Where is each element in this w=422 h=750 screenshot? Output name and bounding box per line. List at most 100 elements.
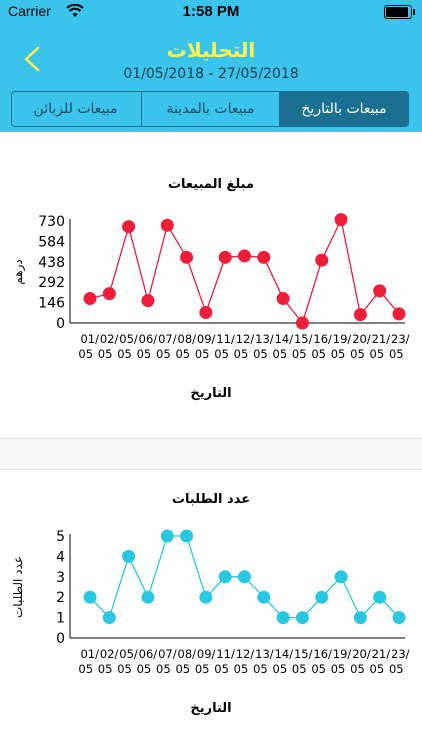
x-tick-label: 05 (137, 347, 152, 361)
y-axis-label: درهم (11, 259, 26, 284)
tab-sales-by-date[interactable]: مبيعات بالتاريخ (280, 92, 408, 126)
data-point (315, 590, 329, 604)
x-tick-label: 01/ (80, 332, 99, 346)
status-bar: Carrier 1:58 PM (0, 0, 422, 22)
data-point (218, 570, 232, 584)
sales-amount-chart: مبلغ المبيعات 0 146 292 438 584 730 درهم 01/05 02… (0, 160, 422, 430)
y-tick-label: 146 (38, 296, 65, 312)
data-point (238, 249, 251, 263)
data-point (102, 611, 116, 625)
data-point (83, 590, 97, 604)
x-tick-label: 11/ (216, 332, 235, 346)
data-point (295, 316, 309, 330)
x-tick-label: 05 (370, 662, 385, 676)
x-tick-label: 07/ (158, 647, 177, 661)
y-tick-label: 0 (56, 316, 65, 332)
x-tick-label: 15/ (294, 647, 313, 661)
x-tick-label: 12/ (236, 332, 255, 346)
x-tick-label: 05 (214, 662, 229, 676)
x-tick-label: 13/ (255, 647, 274, 661)
data-point (295, 611, 309, 625)
data-point (334, 570, 348, 584)
series-line (89, 217, 400, 325)
data-point (141, 590, 155, 604)
back-chevron-icon[interactable] (18, 44, 48, 74)
data-point (83, 292, 97, 306)
x-tick-label: 05 (234, 662, 249, 676)
x-tick-label: 13/ (255, 332, 274, 346)
data-point (122, 549, 136, 563)
y-tick-label: 0 (56, 631, 65, 647)
x-tick-label: 05 (175, 662, 190, 676)
x-axis-label: التاريخ (190, 701, 231, 716)
x-tick-label: 09/ (197, 647, 216, 661)
x-tick-label: 05 (156, 347, 171, 361)
navigation-bar: التحليلات 01/05/2018 - 27/05/2018 مبيعات… (0, 22, 422, 132)
x-tick-label: 05 (234, 347, 249, 361)
data-point (180, 250, 194, 264)
x-tick-label: 19/ (333, 647, 352, 661)
date-range-label: 01/05/2018 - 27/05/2018 (123, 66, 299, 82)
section-divider (0, 438, 422, 470)
sales-amount-chart-svg: مبلغ المبيعات0146292438584730درهم01/0502… (11, 177, 410, 401)
wifi-icon (66, 3, 84, 22)
x-tick-label: 23/ (391, 647, 410, 661)
x-tick-label: 02/ (100, 647, 119, 661)
y-tick-label: 2 (56, 590, 65, 606)
x-tick-label: 05 (98, 662, 113, 676)
order-count-chart: عدد الطلبات 0 1 2 3 4 5 عدد الطلبات 01/05 02/05 05… (0, 475, 422, 745)
x-tick-label: 05 (292, 347, 307, 361)
x-tick-label: 05 (253, 662, 268, 676)
tab-sales-by-city[interactable]: مبيعات بالمدينة (142, 92, 280, 126)
battery-icon (384, 5, 415, 19)
x-tick-label: 05 (98, 347, 113, 361)
data-point (199, 306, 213, 320)
y-tick-label: 1 (56, 611, 65, 627)
clock: 1:58 PM (182, 3, 240, 20)
data-point (276, 611, 290, 625)
y-tick-label: 5 (56, 529, 65, 545)
x-tick-label: 08/ (178, 332, 197, 346)
x-tick-label: 20/ (352, 332, 371, 346)
x-tick-label: 05 (117, 347, 132, 361)
x-tick-label: 16/ (313, 647, 332, 661)
y-tick-label: 438 (38, 255, 65, 271)
x-tick-label: 02/ (100, 332, 119, 346)
y-axis-label: عدد الطلبات (11, 556, 25, 618)
x-tick-label: 16/ (313, 332, 332, 346)
carrier-label: Carrier (8, 3, 51, 19)
x-tick-label: 05 (137, 662, 152, 676)
x-tick-label: 14/ (275, 332, 294, 346)
x-tick-label: 23/ (391, 332, 410, 346)
x-tick-label: 05 (253, 347, 268, 361)
page-title: التحليلات (166, 38, 256, 62)
x-tick-label: 07/ (158, 332, 177, 346)
x-tick-label: 21/ (372, 647, 391, 661)
x-tick-label: 05 (370, 347, 385, 361)
y-tick-label: 292 (38, 275, 65, 291)
y-tick-label: 730 (38, 214, 65, 230)
x-tick-label: 06/ (139, 332, 158, 346)
sales-segmented-control: مبيعات بالتاريخ مبيعات بالمدينة مبيعات ل… (11, 91, 409, 127)
data-point (276, 292, 290, 306)
x-axis-label: التاريخ (190, 386, 231, 401)
data-point (160, 529, 174, 543)
data-point (238, 570, 251, 584)
data-point (257, 250, 271, 264)
x-tick-label: 06/ (139, 647, 158, 661)
tab-sales-by-customer[interactable]: مبيعات للزبائن (12, 92, 142, 126)
data-point (334, 213, 348, 227)
x-tick-label: 05/ (119, 647, 138, 661)
x-tick-label: 05 (331, 347, 346, 361)
data-point (102, 287, 116, 301)
data-point (199, 590, 213, 604)
x-tick-label: 09/ (197, 332, 216, 346)
y-tick-label: 4 (56, 549, 65, 565)
chart-title: مبلغ المبيعات (168, 177, 254, 192)
data-point (392, 307, 406, 321)
x-tick-label: 05 (156, 662, 171, 676)
x-tick-label: 15/ (294, 332, 313, 346)
data-point (373, 590, 387, 604)
data-point (392, 611, 406, 625)
